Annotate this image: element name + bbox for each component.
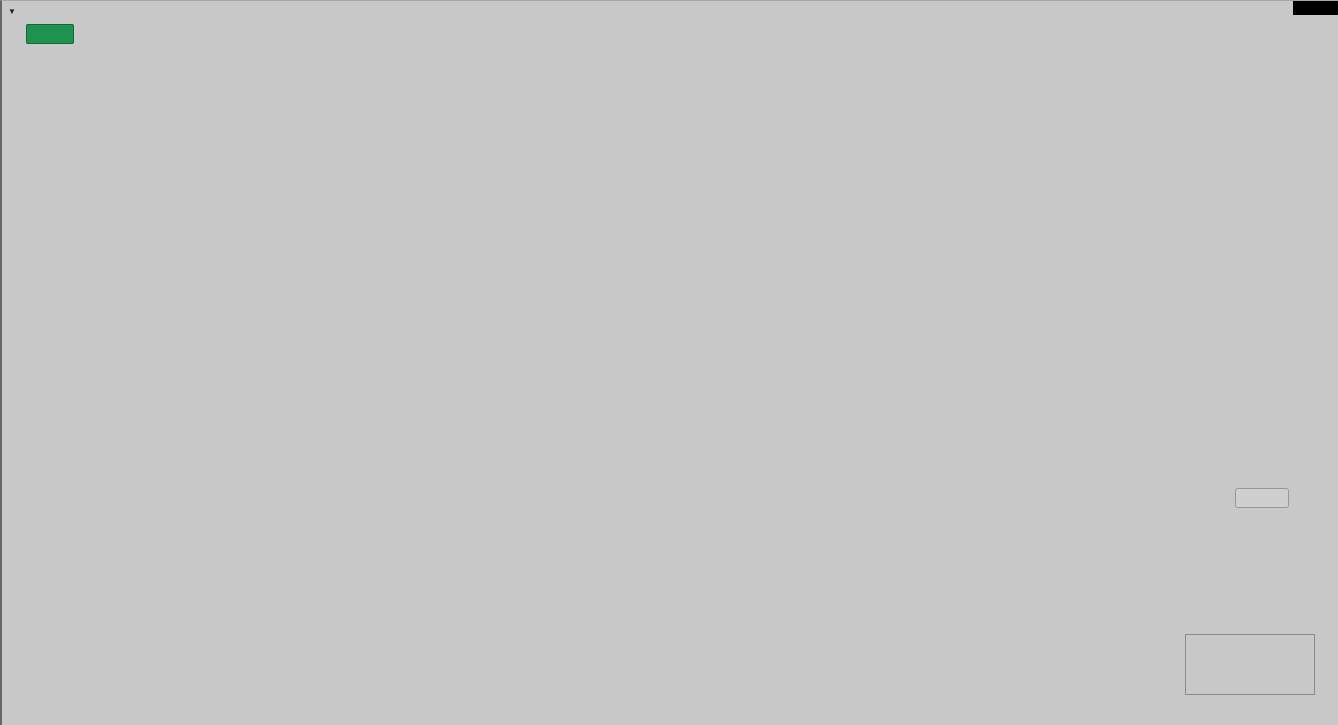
current-price-tag bbox=[1293, 1, 1338, 15]
show-button[interactable] bbox=[26, 24, 74, 44]
session-clock-panel bbox=[1185, 634, 1315, 695]
symbol-dropdown-caret-icon[interactable]: ▼ bbox=[8, 7, 16, 16]
ichi-button[interactable] bbox=[1235, 488, 1289, 508]
